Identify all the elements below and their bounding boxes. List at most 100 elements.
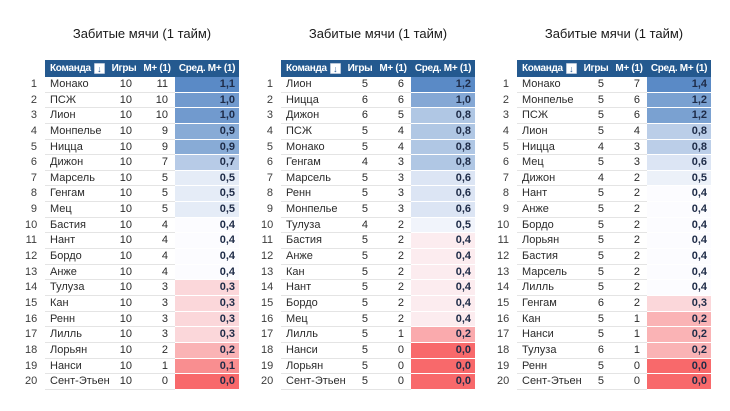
m1-cell: 1 [611,312,647,328]
avg-cell: 0,0 [411,358,475,375]
rank-cell: 7 [266,171,273,184]
avg-cell: 0,4 [411,249,475,265]
rank-cell: 20 [25,375,38,388]
games-cell: 5 [581,155,611,171]
rank-cell: 17 [497,328,510,341]
avg-cell: 1,0 [175,92,239,109]
games-cell: 10 [109,327,139,343]
avg-cell: 0,3 [647,295,711,312]
avg-cell: 0,5 [411,217,475,234]
avg-cell: 0,2 [647,327,711,343]
team-cell: Мец [517,155,581,171]
team-cell: Монпелье [517,93,581,109]
rank-header-spacer [261,60,281,77]
rank-cell: 13 [497,265,510,278]
m1-cell: 2 [611,186,647,203]
games-cell: 10 [109,202,139,218]
sort-descending-icon[interactable]: ↓ [329,63,341,74]
m1-cell: 0 [611,374,647,390]
rank-cell: 9 [502,203,509,216]
team-cell: Кан [45,296,109,312]
rank-cell: 7 [502,171,509,184]
rank-cell: 14 [497,281,510,294]
rank-cell: 6 [502,156,509,169]
games-cell: 5 [345,171,375,187]
m1-cell: 1 [611,327,647,343]
team-cell: Сент-Этьен [45,374,109,390]
rank-cell: 14 [25,281,38,294]
team-cell: ПСЖ [281,124,345,140]
games-cell: 5 [345,77,375,93]
games-cell: 10 [109,186,139,203]
stats-table: Команда ↓ Игры М+ (1) Сред. М+ (1) 1 Мона… [497,60,711,390]
rank-cell: 11 [261,234,273,247]
team-cell: Лион [517,124,581,140]
m1-cell: 6 [611,108,647,124]
stats-table-block-2: Забитые мячи (1 тайм) Команда ↓ Игры М+ … [261,26,475,390]
team-cell: Лорьян [281,359,345,375]
m1-cell: 4 [139,249,175,265]
avg-cell: 0,4 [411,295,475,312]
avg-cell: 0,4 [175,217,239,234]
avg-cell: 0,6 [411,170,475,187]
games-cell: 10 [109,140,139,156]
games-cell: 10 [109,265,139,281]
games-cell: 10 [109,124,139,140]
table-title: Забитые мячи (1 тайм) [544,26,684,41]
avg-cell: 0,4 [411,280,475,296]
m1-cell: 2 [611,265,647,281]
games-cell: 5 [581,327,611,343]
m1-cell: 3 [139,327,175,343]
team-cell: Генгам [281,155,345,171]
avg-cell: 0,2 [647,342,711,359]
games-cell: 5 [345,312,375,328]
rank-cell: 12 [25,250,38,263]
team-cell: Монпелье [281,202,345,218]
games-cell: 5 [345,343,375,359]
m1-cell: 2 [611,280,647,296]
m1-cell: 3 [375,202,411,218]
avg-cell: 0,3 [175,327,239,343]
rank-cell: 10 [497,218,510,231]
team-cell: Монако [517,77,581,93]
team-cell: Нант [517,186,581,203]
m1-cell: 1 [375,327,411,343]
m1-cell: 4 [375,140,411,156]
m1-cell: 2 [611,233,647,250]
avg-cell: 0,5 [647,170,711,187]
rank-cell: 13 [261,265,274,278]
rank-cell: 9 [266,203,273,216]
avg-cell: 0,4 [647,233,711,250]
games-cell: 5 [581,124,611,140]
games-cell: 5 [581,374,611,390]
rank-cell: 8 [502,187,509,200]
avg-cell: 0,4 [647,202,711,218]
team-cell: Лилль [517,280,581,296]
rank-cell: 15 [261,296,274,309]
avg-cell: 1,2 [411,77,475,93]
rank-cell: 12 [497,250,510,263]
m1-cell: 5 [139,171,175,187]
sort-descending-icon[interactable]: ↓ [93,63,105,74]
m1-cell: 2 [375,249,411,265]
games-cell: 10 [109,93,139,109]
m1-cell: 10 [139,108,175,124]
m1-cell: 2 [611,218,647,234]
team-cell: Монпелье [45,124,109,140]
rank-cell: 6 [266,156,273,169]
rank-cell: 1 [30,78,37,90]
team-cell: Сент-Этьен [517,374,581,390]
rank-cell: 11 [25,234,37,247]
rank-header-spacer [25,60,45,77]
avg-cell: 0,4 [647,186,711,203]
stats-table: Команда ↓ Игры М+ (1) Сред. М+ (1) 1 Лион… [261,60,475,390]
m1-cell: 0 [375,374,411,390]
sort-descending-icon[interactable]: ↓ [565,63,577,74]
rank-cell: 10 [25,218,38,231]
rank-cell: 9 [30,203,37,216]
games-cell: 5 [345,265,375,281]
avg-cell: 0,8 [647,139,711,156]
team-cell: Ницца [45,140,109,156]
column-header-team: Команда ↓ [281,60,345,77]
rank-cell: 4 [266,124,273,137]
